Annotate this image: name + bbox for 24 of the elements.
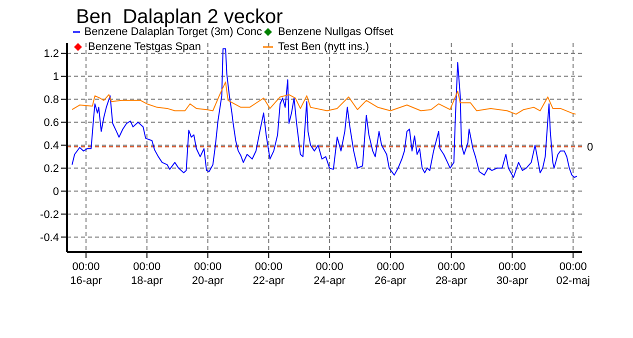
x-tick-label: 00:00 20-apr: [192, 261, 224, 287]
x-tick-label: 00:00 30-apr: [496, 261, 528, 287]
y-tick-label: 0: [52, 186, 59, 198]
x-tick-label: 00:00 24-apr: [314, 261, 346, 287]
legend-label: Benzene Nullgas Offset: [278, 25, 394, 39]
y-tick-label: 0.6: [44, 117, 59, 130]
chart-title: Ben Dalaplan 2 veckor: [76, 6, 283, 28]
x-tick-label: 00:00 26-apr: [374, 261, 407, 287]
x-tick-label: 00:00 28-apr: [435, 261, 468, 287]
ref-line-label: 0: [587, 142, 594, 154]
legend-label: Benzene Testgas Span: [88, 40, 201, 54]
y-tick-label: -0.2: [40, 209, 59, 222]
y-tick-label: 1: [52, 71, 59, 84]
x-tick-label: 00:00 18-apr: [131, 261, 164, 287]
y-tick-label: 0.8: [44, 94, 59, 106]
legend-label: Benzene Dalaplan Torget (3m) Conc: [84, 26, 262, 39]
y-tick-label: -0.4: [40, 232, 59, 244]
y-tick-label: 0.4: [44, 140, 59, 152]
y-tick-label: 0.2: [44, 163, 59, 176]
y-tick-label: 1.2: [44, 48, 59, 60]
x-tick-label: 00:00 22-apr: [252, 261, 285, 287]
x-tick-label: 00:00 16-apr: [70, 261, 102, 287]
x-tick-label: 00:00 02-maj: [556, 261, 590, 287]
legend-label: Test Ben (nytt ins.): [278, 40, 370, 54]
